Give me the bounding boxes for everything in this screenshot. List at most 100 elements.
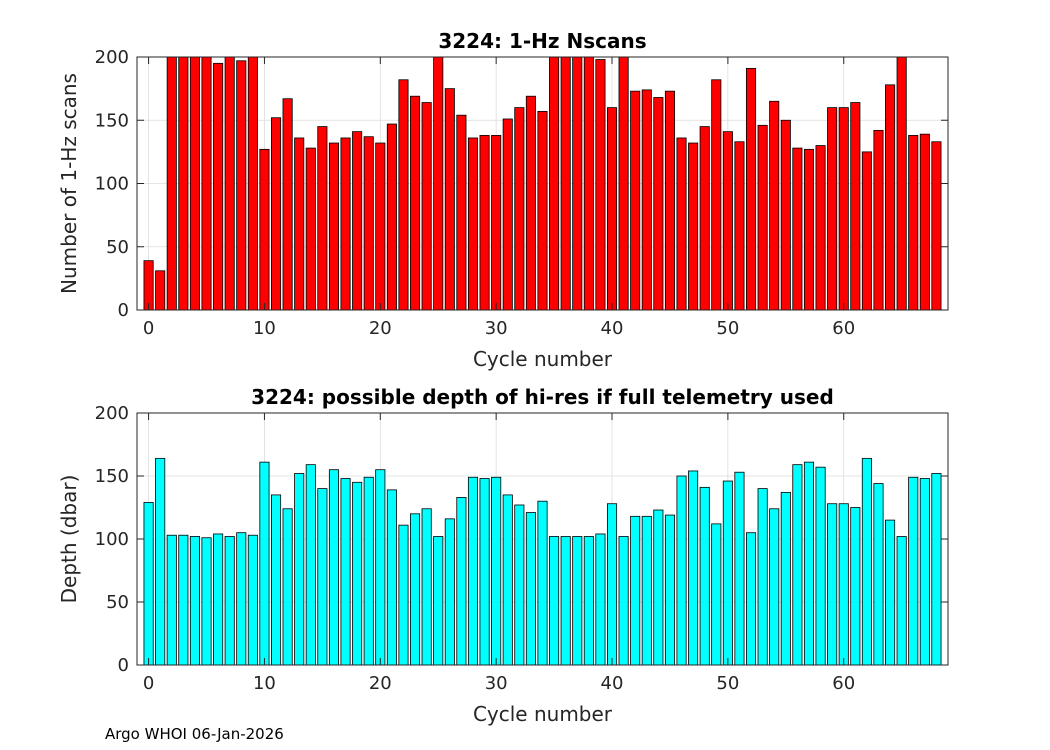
x-tick-label: 20 <box>369 318 392 339</box>
bar <box>433 536 444 666</box>
y-tick-label: 0 <box>118 655 129 676</box>
bar <box>282 98 293 311</box>
bar <box>734 141 745 311</box>
bar <box>919 478 930 666</box>
x-axis-label: Cycle number <box>473 702 613 726</box>
bar <box>630 515 641 666</box>
bar <box>247 56 258 311</box>
bar <box>885 84 896 311</box>
bar <box>398 524 409 666</box>
bar <box>514 504 525 666</box>
bar <box>688 470 699 666</box>
bar <box>618 536 629 666</box>
chart-panel-2: 0 10 20 30 40 50 60 0 50 100 150 200 3224: possible … <box>57 385 949 726</box>
bar <box>757 488 768 666</box>
bar <box>444 88 455 311</box>
x-tick-label: 30 <box>485 673 508 694</box>
bar <box>734 471 745 666</box>
bar <box>676 475 687 666</box>
bar <box>583 536 594 666</box>
bar <box>583 56 594 311</box>
y-axis-label: Number of 1-Hz scans <box>57 73 81 294</box>
x-tick-label: 60 <box>832 673 855 694</box>
bar <box>166 534 177 666</box>
y-tick-label: 100 <box>95 529 129 550</box>
bar <box>166 56 177 311</box>
x-tick-label: 20 <box>369 673 392 694</box>
bar <box>711 523 722 666</box>
bar <box>850 102 861 311</box>
bar <box>815 145 826 311</box>
bar <box>155 457 166 666</box>
bar <box>282 508 293 666</box>
x-tick-label: 10 <box>253 318 276 339</box>
x-tick-label: 0 <box>143 318 154 339</box>
bar <box>537 500 548 666</box>
bar <box>386 123 397 311</box>
y-tick-label: 150 <box>95 110 129 131</box>
bar <box>340 137 351 311</box>
bar <box>722 480 733 666</box>
bar <box>201 537 212 666</box>
bar <box>896 536 907 666</box>
footer-credit: Argo WHOI 06-Jan-2026 <box>105 725 284 743</box>
y-tick-label: 200 <box>95 47 129 68</box>
bar <box>479 478 490 666</box>
bar <box>746 532 757 666</box>
chart-panel-1: 0 10 20 30 40 50 60 0 50 100 150 200 3224: 1-Hz Nsca… <box>57 29 949 371</box>
bar <box>305 464 316 666</box>
bar <box>467 137 479 311</box>
bar <box>572 536 583 666</box>
bar <box>259 148 270 311</box>
bar <box>827 503 838 666</box>
bar <box>224 536 235 666</box>
chart-title: 3224: 1-Hz Nscans <box>438 29 646 53</box>
bar <box>259 461 270 666</box>
bar <box>699 126 710 311</box>
bar <box>236 60 247 311</box>
bar <box>421 508 432 666</box>
bar <box>746 67 757 311</box>
bar <box>769 100 780 311</box>
bar <box>386 489 397 666</box>
bar <box>294 137 305 311</box>
bar <box>491 135 502 311</box>
bar <box>375 469 386 666</box>
bar <box>885 519 896 666</box>
bar <box>317 126 328 311</box>
bar <box>502 118 513 311</box>
bar <box>317 488 328 666</box>
bar <box>398 79 409 311</box>
bar <box>525 512 536 666</box>
bar <box>224 56 235 311</box>
bar <box>560 536 571 666</box>
x-tick-label: 40 <box>601 318 624 339</box>
bar <box>641 89 652 311</box>
x-tick-label: 0 <box>143 673 154 694</box>
bar <box>155 270 166 311</box>
bar <box>630 90 641 311</box>
x-tick-label: 50 <box>716 318 739 339</box>
y-tick-label: 50 <box>106 592 129 613</box>
bar <box>711 79 722 311</box>
bar <box>456 114 467 311</box>
y-tick-label: 0 <box>118 300 129 321</box>
bar <box>595 533 606 666</box>
bar <box>213 533 224 666</box>
x-tick-label: 50 <box>716 673 739 694</box>
y-tick-label: 100 <box>95 174 129 195</box>
bar <box>722 131 733 311</box>
bar <box>236 532 247 666</box>
y-tick-label: 200 <box>95 403 129 424</box>
bar <box>606 107 618 311</box>
bar <box>328 142 339 311</box>
bar <box>850 507 861 666</box>
bar <box>908 476 919 666</box>
chart-title: 3224: possible depth of hi-res if full t… <box>251 385 834 409</box>
x-tick-label: 30 <box>485 318 508 339</box>
bar <box>363 136 374 311</box>
y-tick-label: 50 <box>106 237 129 258</box>
bar <box>653 509 664 666</box>
bar <box>270 117 282 311</box>
bar <box>664 90 675 311</box>
